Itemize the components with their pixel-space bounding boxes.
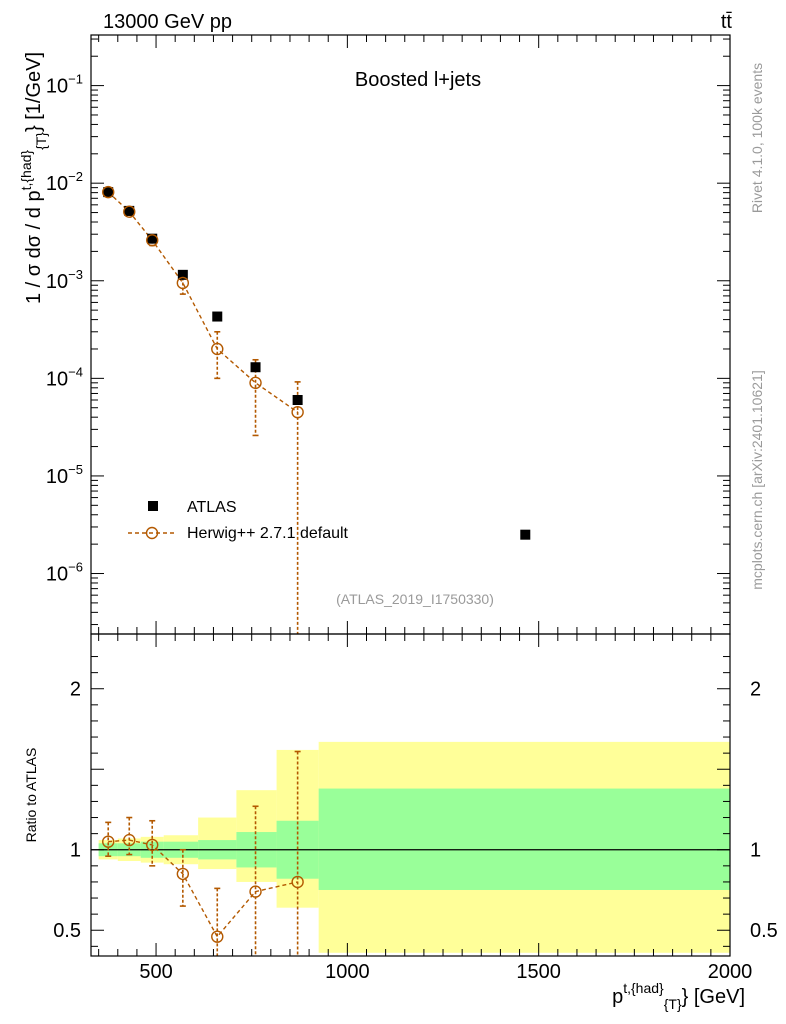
atlas-point	[103, 187, 114, 198]
ratio-y-tick-label-right: 1	[750, 840, 761, 862]
atlas-point	[520, 529, 531, 540]
plot-title: Boosted l+jets	[355, 69, 481, 91]
x-tick-label: 2000	[708, 961, 753, 983]
herwig-point	[291, 405, 304, 419]
atlas-point	[124, 205, 135, 216]
ratio-point	[291, 875, 304, 889]
x-axis-label: pt,{had}{T}} [GeV]	[612, 980, 745, 1012]
ratio-y-axis-label: Ratio to ATLAS	[23, 748, 39, 843]
legend-atlas-marker	[148, 501, 158, 511]
main-y-tick-label-base: 10	[46, 271, 68, 293]
ratio-line	[108, 839, 298, 938]
atlas-point	[292, 394, 303, 405]
ratio-series-layer	[102, 750, 304, 956]
ratio-y-tick-label-right: 0.5	[750, 920, 778, 942]
herwig-line	[107, 191, 299, 413]
collision-label: 13000 GeV pp	[103, 11, 232, 33]
main-y-tick-label: 10−1	[46, 72, 83, 98]
main-y-tick-label: 10−2	[46, 169, 83, 195]
main-plot-frame	[90, 34, 731, 635]
x-tick-label: 1500	[516, 961, 561, 983]
legend-herwig-marker	[145, 526, 159, 540]
ratio-y-tick-label-left: 1	[70, 840, 81, 862]
main-y-tick-label: 10−3	[46, 267, 83, 293]
main-y-tick-label-exponent: −1	[68, 72, 83, 87]
main-y-tick-label-base: 10	[46, 76, 68, 98]
herwig-point	[123, 205, 136, 218]
ratio-point	[123, 833, 136, 847]
herwig-point	[211, 342, 224, 356]
ratio-band-inner	[318, 788, 730, 890]
rivet-version-label: Rivet 4.1.0, 100k events	[749, 63, 765, 213]
herwig-point	[176, 276, 190, 290]
ratio-point	[249, 885, 262, 898]
legend: ATLAS Herwig++ 2.7.1 default	[128, 499, 349, 542]
ratio-point	[176, 867, 190, 881]
main-y-tick-label: 10−4	[46, 364, 83, 390]
main-y-tick-label: 10−5	[46, 462, 83, 488]
ratio-point	[211, 930, 224, 943]
main-y-tick-label-exponent: −2	[68, 169, 83, 184]
ratio-plot-frame	[90, 633, 731, 957]
main-y-tick-label-base: 10	[46, 564, 68, 586]
analysis-watermark: (ATLAS_2019_I1750330)	[336, 591, 494, 607]
herwig-point	[146, 234, 159, 247]
main-y-tick-label-exponent: −3	[68, 267, 83, 282]
x-tick-label: 500	[139, 961, 172, 983]
main-y-tick-label-base: 10	[46, 466, 68, 488]
axes-layer: 10−610−510−410−310−210−1500 1000 1500 20000…	[46, 34, 778, 983]
mcplots-label: mcplots.cern.ch [arXiv:2401.10621]	[749, 370, 765, 589]
main-y-tick-label-exponent: −4	[68, 364, 83, 379]
ratio-point	[102, 835, 115, 848]
main-y-tick-label-base: 10	[46, 173, 68, 195]
ratio-y-tick-label-right: 2	[750, 679, 761, 701]
ratio-uncertainty-bands	[98, 741, 730, 953]
process-label: tt̄	[721, 11, 733, 33]
main-y-tick-label-exponent: −5	[68, 462, 83, 477]
main-y-tick-label-exponent: −6	[68, 560, 83, 575]
main-y-axis-label: 1 / σ dσ / d pt,{had}{T}} [1/GeV]	[18, 52, 49, 304]
ratio-point	[146, 838, 159, 852]
main-y-tick-label: 10−6	[46, 560, 83, 586]
atlas-point	[212, 311, 223, 322]
legend-herwig-label: Herwig++ 2.7.1 default	[187, 525, 349, 542]
ratio-y-tick-label-left: 0.5	[53, 920, 81, 942]
ratio-y-tick-label-left: 2	[70, 679, 81, 701]
herwig-point	[102, 185, 115, 199]
main-y-tick-label-base: 10	[46, 368, 68, 390]
legend-atlas-label: ATLAS	[187, 499, 237, 516]
atlas-point	[147, 233, 158, 244]
atlas-point	[177, 269, 188, 280]
herwig-point	[249, 376, 262, 390]
main-series-layer	[102, 185, 531, 634]
x-tick-label: 1000	[325, 961, 370, 983]
atlas-point	[250, 362, 261, 373]
